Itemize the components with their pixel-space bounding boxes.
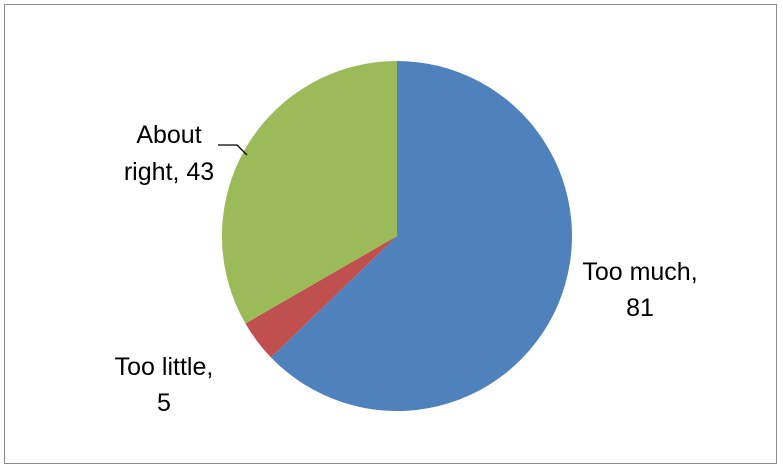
data-label-too-much: Too much, 81 [582,258,697,322]
data-labels: Too much, 81 Too little, 5 About right, 43 [115,121,698,417]
pie-slice-too-little [245,236,397,358]
data-label-line: 5 [157,389,171,417]
pie-slice-about-right [222,61,397,324]
pie-slice-too-much [271,61,572,411]
data-label-about-right: About right, 43 [124,121,214,186]
pie-slices [222,61,572,411]
data-label-line: Too much, [582,258,697,286]
data-label-line: Too little, [115,353,214,381]
leader-line-about-right [218,144,248,156]
data-label-line: 81 [626,294,654,322]
data-label-too-little: Too little, 5 [115,353,214,417]
data-label-line: right, 43 [124,158,214,186]
data-label-line: About [136,121,201,149]
